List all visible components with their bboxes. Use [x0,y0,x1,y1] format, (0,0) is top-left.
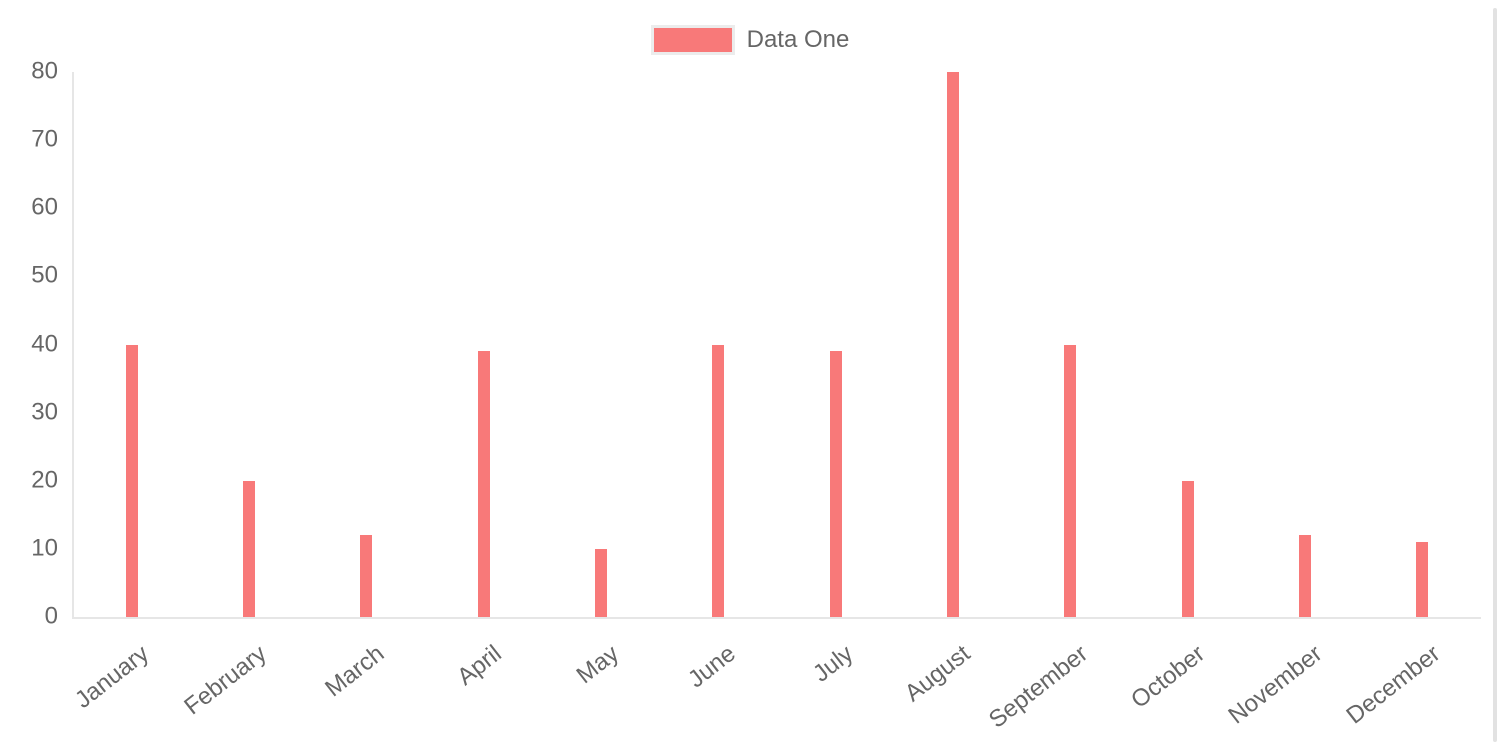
y-axis-tick-label: 60 [31,193,58,221]
y-axis-tick-label: 0 [44,602,58,630]
chart-legend: Data One [0,24,1500,56]
bar-november[interactable] [1299,535,1311,618]
legend-item-data-one[interactable]: Data One [650,24,850,56]
x-axis-tick-label: April [451,640,507,691]
bar-august[interactable] [947,72,959,617]
y-axis-tick-label: 80 [31,57,58,85]
bar-may[interactable] [595,548,607,617]
y-axis-line [72,72,74,619]
x-axis-tick-label: August [900,640,976,708]
scrollbar[interactable] [1493,8,1497,742]
x-axis-tick-label: March [319,640,389,703]
x-axis-tick-label: February [179,640,272,721]
x-axis-tick-label: December [1341,640,1445,730]
x-axis-tick-label: July [808,640,859,688]
bar-march[interactable] [360,535,373,618]
bar-december[interactable] [1416,542,1429,617]
x-axis-tick-label: January [70,640,155,714]
bar-september[interactable] [1064,344,1077,617]
bar-february[interactable] [243,480,255,618]
legend-swatch [650,25,735,55]
x-axis-tick-label: September [983,640,1093,734]
y-axis-tick-label: 20 [31,466,58,494]
y-axis-tick-label: 30 [31,398,58,426]
bar-july[interactable] [829,351,842,617]
y-axis-tick-label: 10 [31,534,58,562]
x-axis-line [73,617,1481,619]
y-axis-tick-label: 40 [31,329,58,357]
legend-label: Data One [746,26,850,53]
y-axis-tick-label: 50 [31,261,58,289]
x-axis-tick-label: October [1126,640,1211,714]
x-axis-tick-label: May [571,640,624,690]
x-axis-tick-label: November [1223,640,1328,730]
bar-january[interactable] [125,344,138,617]
x-axis-tick-label: June [683,640,741,694]
bar-october[interactable] [1181,480,1194,618]
y-axis-tick-label: 70 [31,125,58,153]
bar-june[interactable] [712,344,725,617]
bar-april[interactable] [477,351,490,617]
